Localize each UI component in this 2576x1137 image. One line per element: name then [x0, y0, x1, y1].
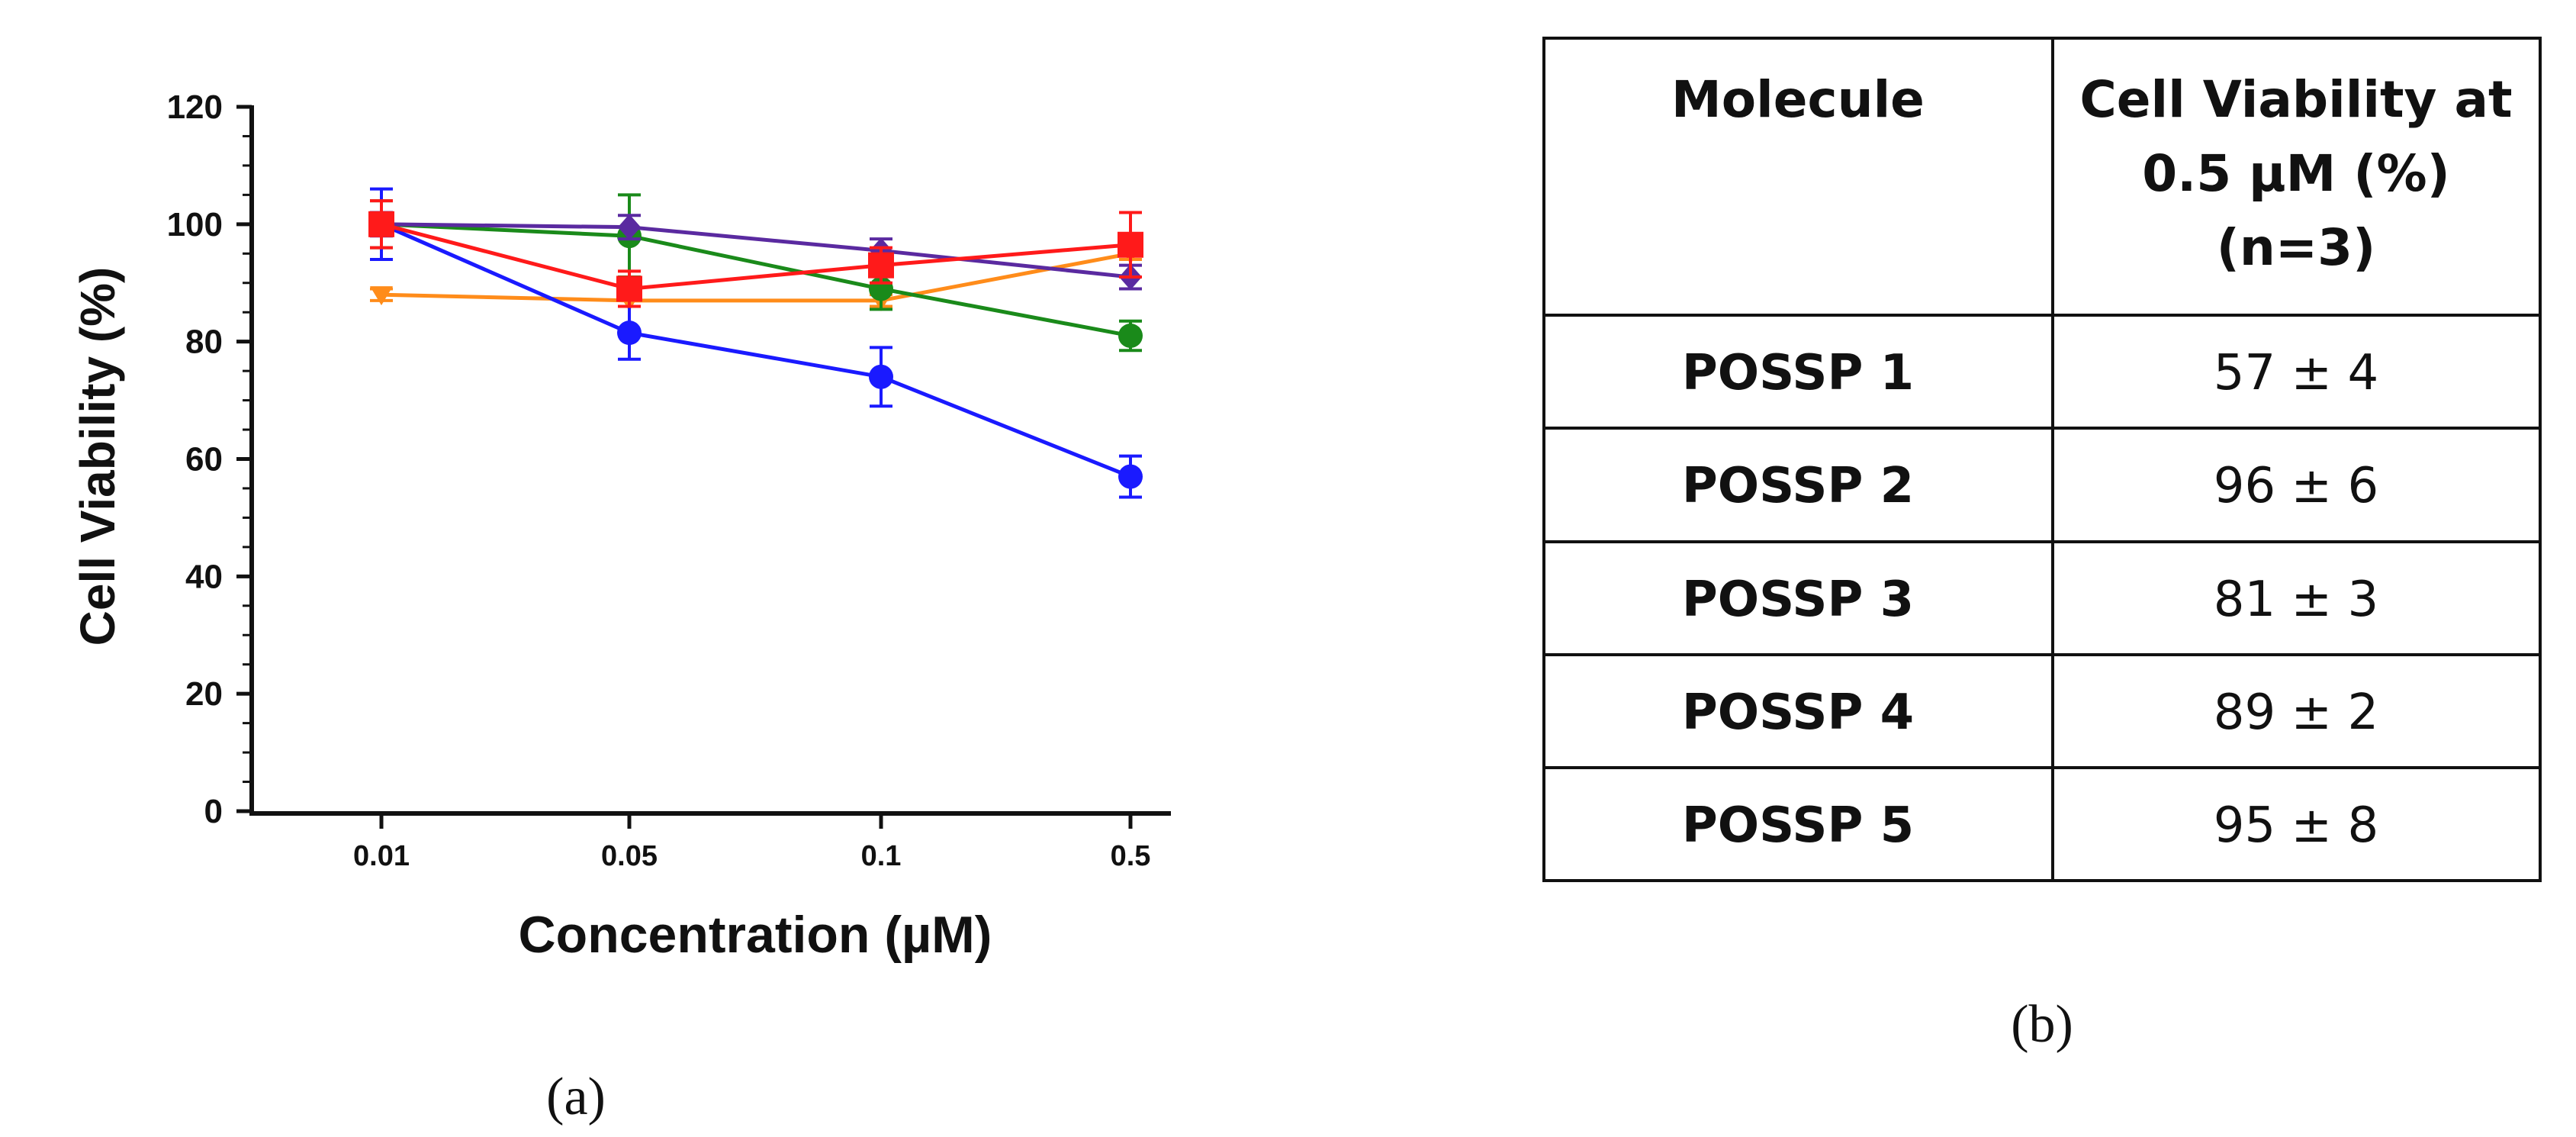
- table-border: [1542, 37, 2542, 882]
- x-tick-label: 0.01: [353, 840, 410, 872]
- table-header-viability-line-1: Cell Viability at: [2079, 70, 2512, 129]
- series-line: [381, 222, 1131, 338]
- series-line: [380, 222, 1131, 478]
- series-line: [381, 222, 1131, 279]
- y-tick-label: 20: [185, 675, 223, 713]
- table-header-viability-line-3: (n=3): [2217, 218, 2376, 277]
- x-axis: 0.01 0.05 0.1 0.5: [249, 811, 1171, 872]
- y-axis-title: Cell Viability (%): [70, 267, 125, 646]
- series-line: [381, 251, 1131, 303]
- series-line: [381, 222, 1131, 291]
- y-tick-label: 100: [167, 206, 223, 243]
- table-row-molecule: POSSP 2: [1682, 458, 1914, 514]
- table-row-value: 95 ± 8: [2214, 797, 2378, 854]
- table-header-viability-line-2: 0.5 µM (%): [2142, 144, 2450, 203]
- data-point: [370, 286, 393, 306]
- panel-label-b: (b): [2011, 995, 2073, 1054]
- y-tick-label: 80: [185, 324, 223, 361]
- x-tick-label: 0.1: [861, 840, 902, 872]
- data-point: [617, 320, 642, 346]
- series-layer: [368, 187, 1143, 499]
- series-possp-1: [369, 187, 1143, 499]
- viability-table: Molecule Cell Viability at 0.5 µM (%) (n…: [1542, 37, 2542, 882]
- table-row-molecule: POSSP 5: [1682, 797, 1914, 854]
- table-row-value: 57 ± 4: [2214, 345, 2378, 401]
- data-point: [1118, 231, 1143, 258]
- viability-chart: 0 20 40 60 80 100 120 0.01 0.05 0.1 0.5 Concentra…: [70, 89, 1171, 964]
- data-point: [869, 364, 893, 389]
- table-row-molecule: POSSP 1: [1682, 345, 1914, 401]
- table-row-value: 96 ± 6: [2214, 458, 2378, 514]
- data-point: [868, 252, 894, 279]
- table-row-value: 81 ± 3: [2214, 572, 2378, 628]
- y-axis: 0 20 40 60 80 100 120: [167, 89, 254, 830]
- y-tick-label: 40: [185, 558, 223, 595]
- y-tick-label: 0: [204, 793, 223, 830]
- data-point: [616, 275, 642, 302]
- series-possp-2: [368, 199, 1143, 308]
- x-tick-label: 0.5: [1111, 840, 1151, 872]
- table-row-molecule: POSSP 3: [1682, 572, 1914, 628]
- y-tick-label: 60: [185, 441, 223, 478]
- data-point: [1118, 323, 1143, 348]
- data-point: [368, 211, 394, 237]
- x-axis-title: Concentration (µM): [519, 906, 992, 964]
- table-row-molecule: POSSP 4: [1682, 684, 1914, 741]
- panel-label-a: (a): [546, 1068, 606, 1126]
- data-point: [618, 214, 641, 240]
- table-row-value: 89 ± 2: [2214, 684, 2378, 741]
- table-header-molecule: Molecule: [1671, 70, 1925, 129]
- x-tick-label: 0.05: [601, 840, 658, 872]
- data-point: [1118, 464, 1143, 489]
- y-tick-label: 120: [167, 89, 223, 126]
